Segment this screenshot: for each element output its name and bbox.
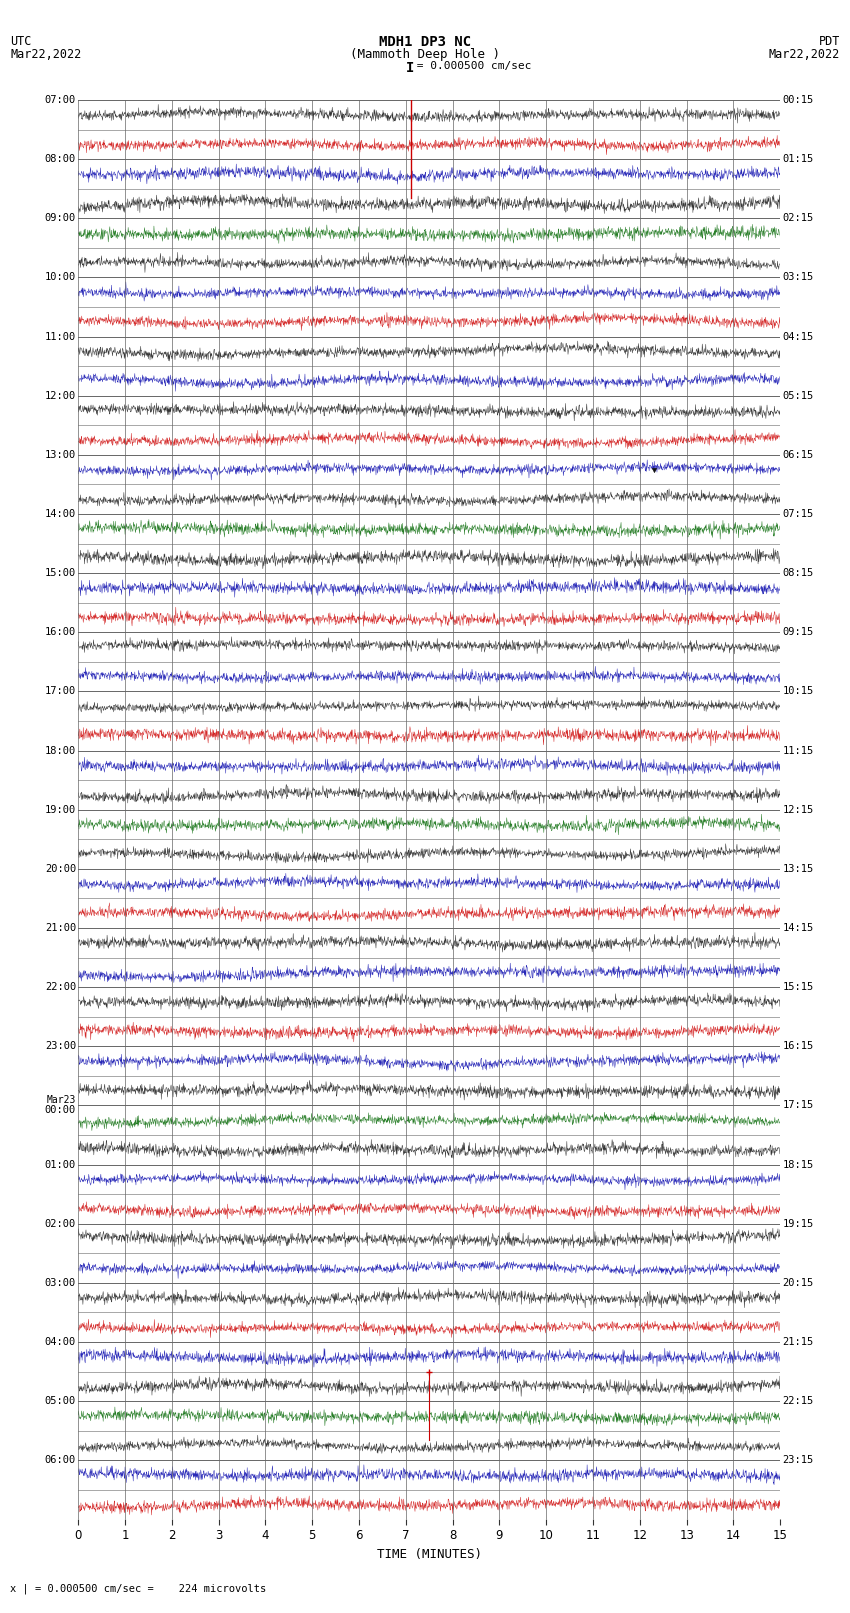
Text: 17:15: 17:15 xyxy=(782,1100,813,1110)
Text: 15:00: 15:00 xyxy=(45,568,76,577)
Text: 01:15: 01:15 xyxy=(782,155,813,165)
Text: 23:15: 23:15 xyxy=(782,1455,813,1465)
Text: 11:15: 11:15 xyxy=(782,745,813,755)
Text: 12:00: 12:00 xyxy=(45,390,76,400)
Text: 12:15: 12:15 xyxy=(782,805,813,815)
Text: x | = 0.000500 cm/sec =    224 microvolts: x | = 0.000500 cm/sec = 224 microvolts xyxy=(10,1582,266,1594)
Text: 05:00: 05:00 xyxy=(45,1397,76,1407)
Text: 19:15: 19:15 xyxy=(782,1219,813,1229)
Text: 16:00: 16:00 xyxy=(45,627,76,637)
Text: 13:15: 13:15 xyxy=(782,865,813,874)
Text: 06:15: 06:15 xyxy=(782,450,813,460)
Text: 08:15: 08:15 xyxy=(782,568,813,577)
Text: 14:15: 14:15 xyxy=(782,923,813,932)
Text: 00:00: 00:00 xyxy=(45,1105,76,1116)
Text: 16:15: 16:15 xyxy=(782,1042,813,1052)
Text: 07:00: 07:00 xyxy=(45,95,76,105)
Text: 07:15: 07:15 xyxy=(782,510,813,519)
Text: 05:15: 05:15 xyxy=(782,390,813,400)
Text: 15:15: 15:15 xyxy=(782,982,813,992)
Text: 23:00: 23:00 xyxy=(45,1042,76,1052)
Text: 13:00: 13:00 xyxy=(45,450,76,460)
Text: 08:00: 08:00 xyxy=(45,155,76,165)
Text: 19:00: 19:00 xyxy=(45,805,76,815)
Text: 06:00: 06:00 xyxy=(45,1455,76,1465)
Text: 04:00: 04:00 xyxy=(45,1337,76,1347)
Text: 21:15: 21:15 xyxy=(782,1337,813,1347)
Text: 09:15: 09:15 xyxy=(782,627,813,637)
Text: 00:15: 00:15 xyxy=(782,95,813,105)
Text: 02:15: 02:15 xyxy=(782,213,813,223)
Text: 10:15: 10:15 xyxy=(782,687,813,697)
Text: I: I xyxy=(406,61,415,76)
Text: 01:00: 01:00 xyxy=(45,1160,76,1169)
Text: 21:00: 21:00 xyxy=(45,923,76,932)
Text: 10:00: 10:00 xyxy=(45,273,76,282)
Text: MDH1 DP3 NC: MDH1 DP3 NC xyxy=(379,35,471,50)
Text: 22:00: 22:00 xyxy=(45,982,76,992)
Text: Mar22,2022: Mar22,2022 xyxy=(10,48,82,61)
Text: (Mammoth Deep Hole ): (Mammoth Deep Hole ) xyxy=(350,48,500,61)
Text: UTC: UTC xyxy=(10,35,31,48)
Text: 09:00: 09:00 xyxy=(45,213,76,223)
Text: 17:00: 17:00 xyxy=(45,687,76,697)
Text: 20:15: 20:15 xyxy=(782,1277,813,1287)
Text: 22:15: 22:15 xyxy=(782,1397,813,1407)
Text: 20:00: 20:00 xyxy=(45,865,76,874)
Text: = 0.000500 cm/sec: = 0.000500 cm/sec xyxy=(410,61,531,71)
Text: 14:00: 14:00 xyxy=(45,510,76,519)
X-axis label: TIME (MINUTES): TIME (MINUTES) xyxy=(377,1548,482,1561)
Text: 03:15: 03:15 xyxy=(782,273,813,282)
Text: 18:15: 18:15 xyxy=(782,1160,813,1169)
Text: Mar23: Mar23 xyxy=(47,1095,76,1105)
Text: 04:15: 04:15 xyxy=(782,332,813,342)
Text: 18:00: 18:00 xyxy=(45,745,76,755)
Text: Mar22,2022: Mar22,2022 xyxy=(768,48,840,61)
Text: PDT: PDT xyxy=(819,35,840,48)
Text: 03:00: 03:00 xyxy=(45,1277,76,1287)
Text: 02:00: 02:00 xyxy=(45,1219,76,1229)
Text: 11:00: 11:00 xyxy=(45,332,76,342)
